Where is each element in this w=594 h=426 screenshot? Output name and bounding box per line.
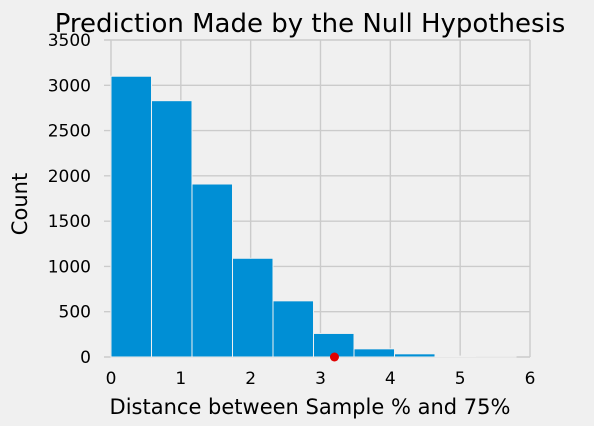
y-tick-label: 2500 — [48, 122, 91, 142]
y-tick-label: 3500 — [48, 31, 91, 51]
histogram-bar — [231, 257, 274, 358]
observed-statistic-point — [329, 352, 339, 362]
histogram-bar — [272, 300, 315, 358]
x-tick-label: 4 — [385, 369, 396, 389]
x-tick-label: 5 — [455, 369, 466, 389]
x-tick-label: 6 — [525, 369, 536, 389]
y-tick-label: 1000 — [48, 257, 91, 277]
x-tick-label: 1 — [175, 369, 186, 389]
y-axis-ticks: 0 500 1000 1500 2000 2500 3000 3500 — [48, 31, 91, 368]
x-axis-ticks: 0 1 2 3 4 5 6 — [106, 369, 536, 389]
y-tick-label: 3000 — [48, 76, 91, 96]
y-tick-label: 2000 — [48, 167, 91, 187]
y-tick-label: 0 — [80, 348, 91, 368]
x-tick-label: 2 — [245, 369, 256, 389]
histogram-bar — [191, 183, 233, 358]
y-axis-label: Count — [8, 173, 32, 235]
histogram-bar — [394, 353, 436, 358]
histogram-bar — [434, 355, 477, 358]
x-tick-label: 3 — [315, 369, 326, 389]
chart-title: Prediction Made by the Null Hypothesis — [55, 9, 566, 39]
histogram-bar — [110, 75, 152, 358]
bars — [110, 75, 517, 358]
x-axis-label: Distance between Sample % and 75% — [110, 395, 511, 419]
y-tick-label: 1500 — [48, 212, 91, 232]
observed-points — [329, 352, 339, 362]
histogram-bar — [353, 348, 396, 358]
x-tick-label: 0 — [106, 369, 117, 389]
y-tick-label: 500 — [59, 303, 91, 323]
histogram-bar — [150, 100, 193, 358]
